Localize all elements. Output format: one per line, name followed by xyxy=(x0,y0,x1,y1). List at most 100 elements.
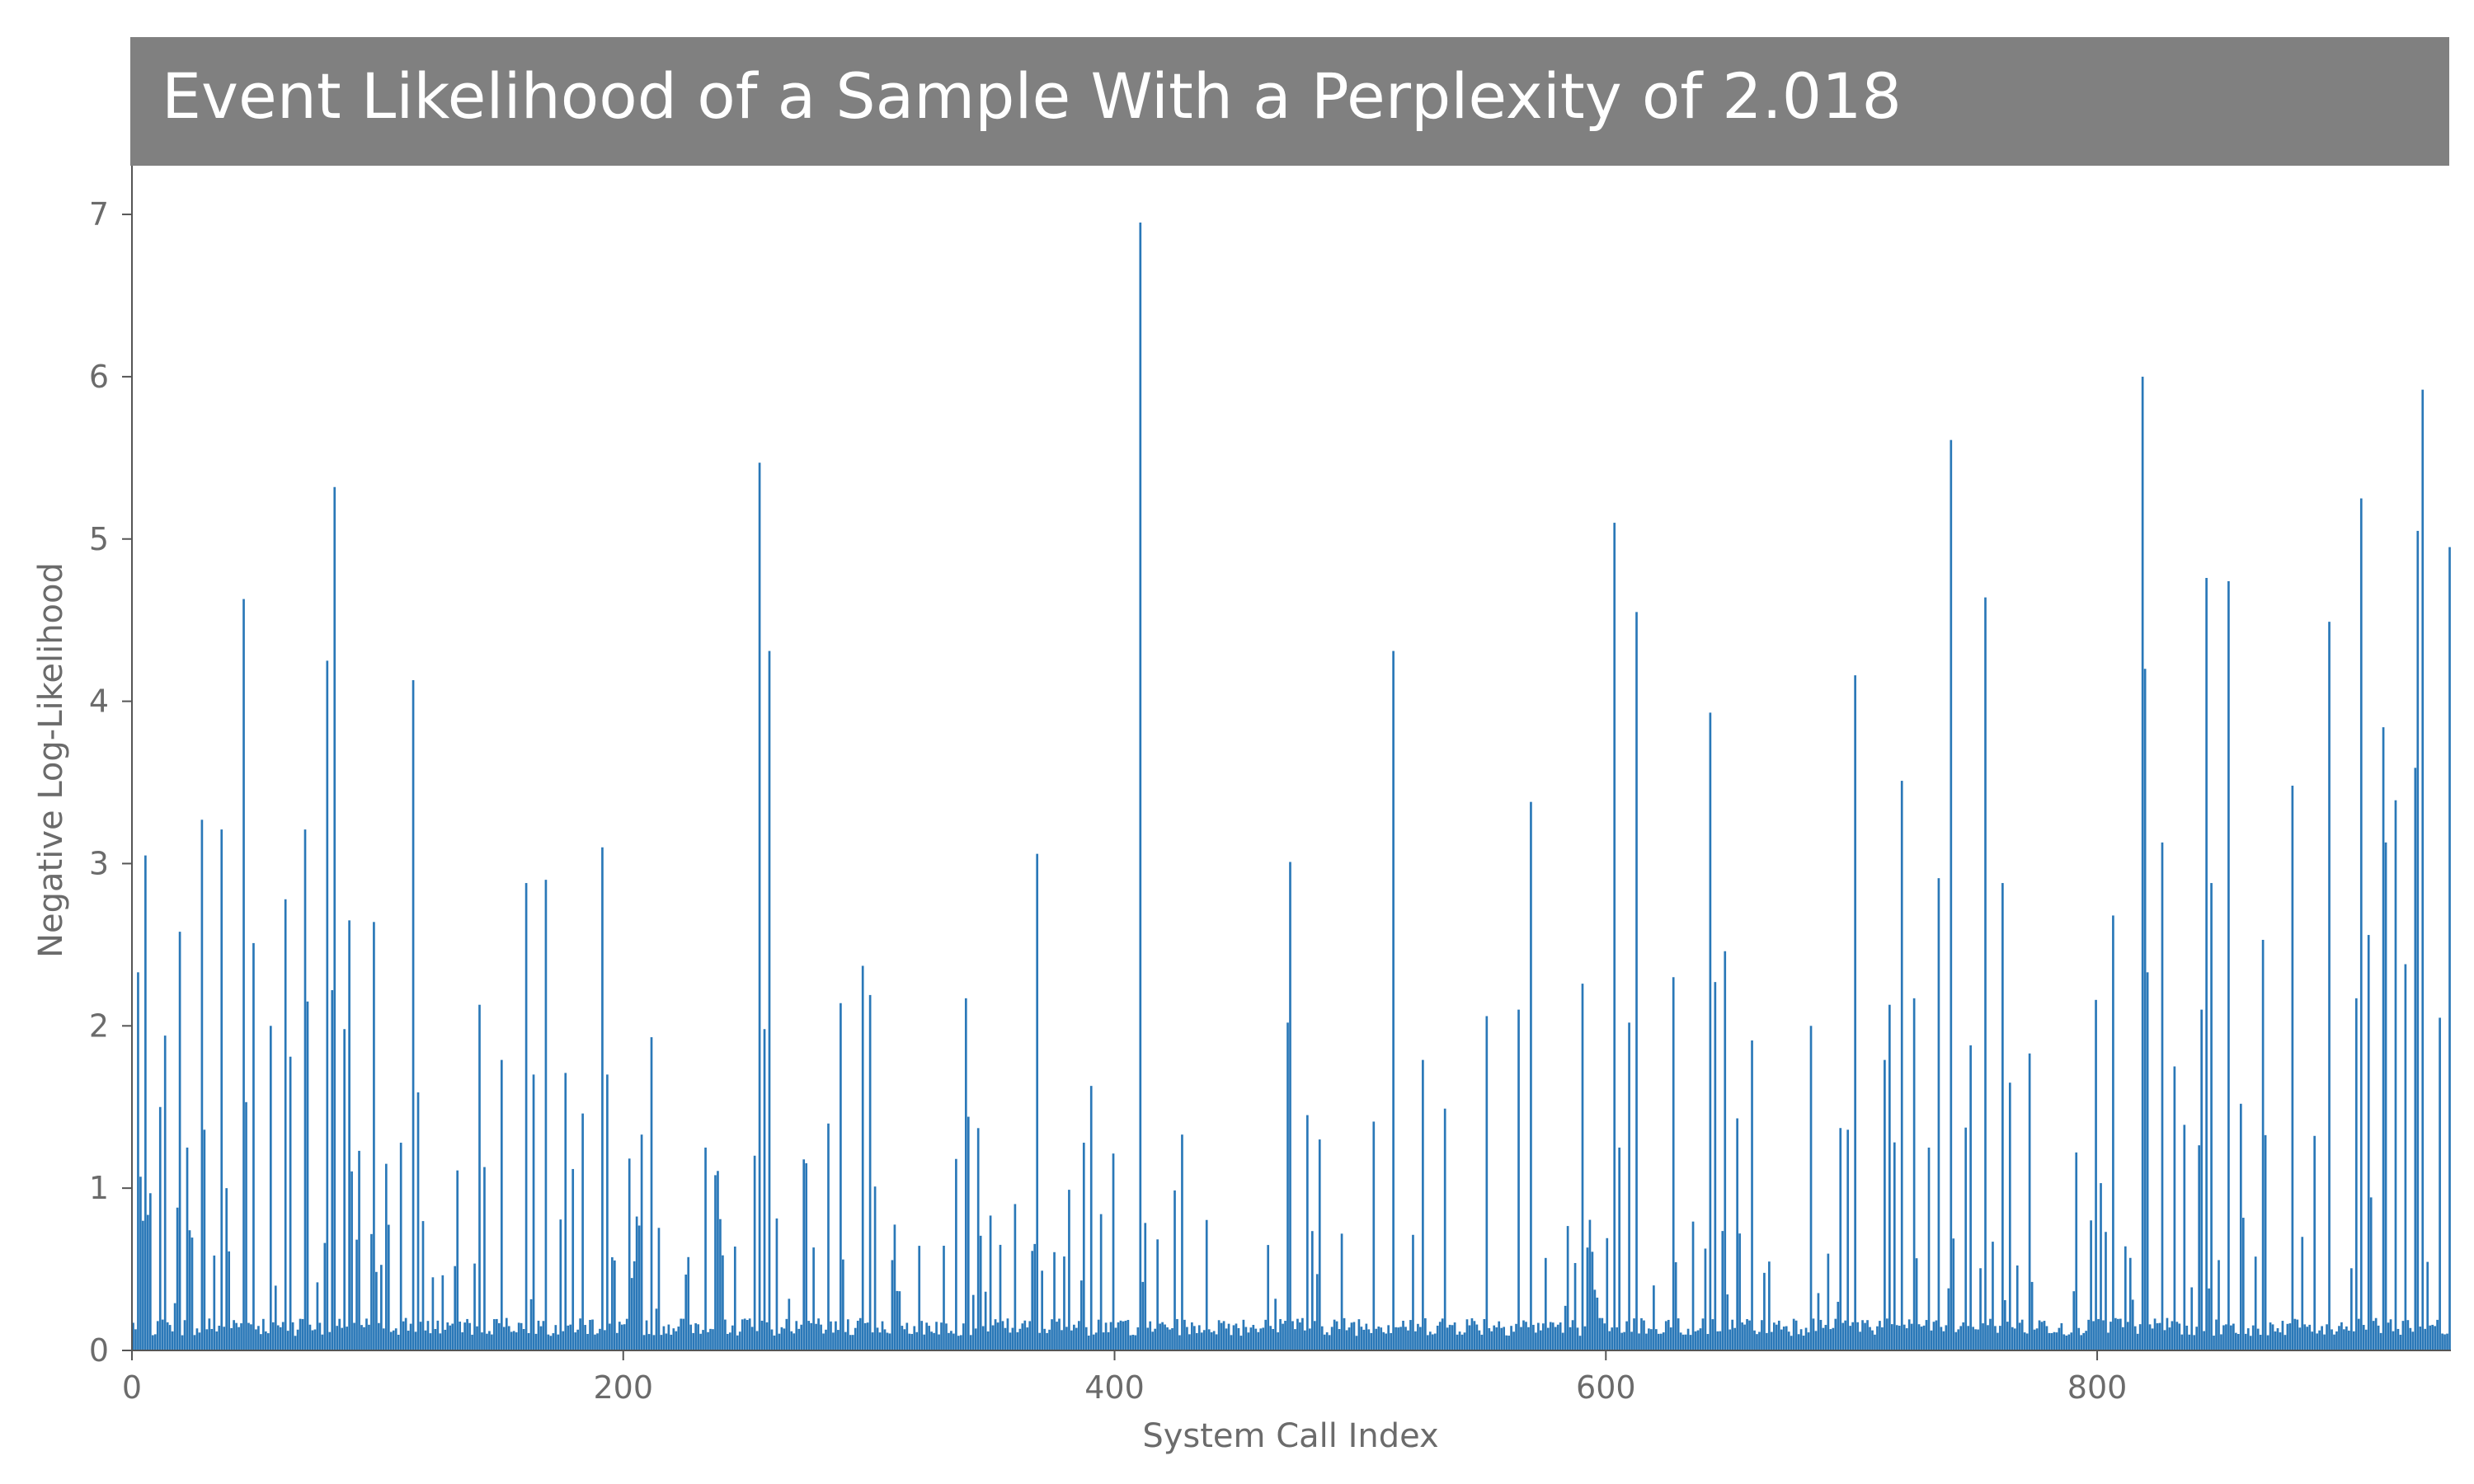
bar xyxy=(473,1263,476,1350)
bar xyxy=(969,1335,972,1350)
bar xyxy=(1061,1330,1063,1350)
bar xyxy=(1992,1242,1994,1350)
bar xyxy=(299,1318,302,1350)
bar xyxy=(1166,1327,1169,1350)
bar xyxy=(623,1324,626,1350)
bar xyxy=(1438,1322,1442,1350)
bar xyxy=(1694,1331,1697,1350)
bar xyxy=(252,942,255,1350)
bar xyxy=(1041,1270,1043,1350)
bar xyxy=(500,1059,503,1350)
bar xyxy=(1669,1327,1672,1350)
bar xyxy=(883,1329,887,1350)
bar xyxy=(296,1329,299,1350)
bar xyxy=(1733,1327,1737,1350)
x-tick-label: 600 xyxy=(1576,1369,1636,1406)
bar xyxy=(574,1332,577,1350)
bar xyxy=(1154,1328,1157,1350)
bar xyxy=(195,1328,199,1350)
bar xyxy=(1124,1320,1127,1350)
bar xyxy=(714,1175,717,1350)
bar xyxy=(2246,1328,2250,1350)
bar xyxy=(854,1327,857,1350)
bar xyxy=(2075,1152,2078,1350)
bar xyxy=(1493,1325,1496,1350)
bar xyxy=(2374,1317,2378,1350)
bar xyxy=(2335,1331,2338,1350)
bar xyxy=(2011,1327,2014,1350)
bar xyxy=(1822,1327,1825,1350)
bar xyxy=(2097,1318,2100,1350)
bar xyxy=(1900,781,1903,1350)
bar xyxy=(1925,1320,1928,1350)
bar xyxy=(1937,878,1940,1350)
bar xyxy=(780,1327,783,1350)
bar xyxy=(1957,1329,1960,1350)
bar xyxy=(2133,1326,2137,1350)
bar xyxy=(615,1332,618,1350)
bar xyxy=(1507,1336,1510,1350)
bar xyxy=(1119,1320,1122,1350)
bar xyxy=(2448,547,2451,1350)
bar xyxy=(775,1218,778,1350)
bar xyxy=(1620,1332,1623,1350)
bar xyxy=(1107,1331,1110,1350)
bar xyxy=(1716,1331,1719,1350)
bar xyxy=(1109,1322,1112,1350)
bar xyxy=(1294,1329,1296,1350)
bar xyxy=(1751,1040,1753,1350)
bar xyxy=(1338,1329,1341,1350)
bar xyxy=(1395,1327,1397,1350)
bar xyxy=(2235,1332,2237,1350)
bar xyxy=(1306,1115,1309,1350)
bar xyxy=(2085,1331,2087,1350)
bar xyxy=(2141,376,2144,1350)
bar xyxy=(1603,1323,1606,1350)
bar xyxy=(2030,1281,2034,1350)
bar xyxy=(1829,1329,1832,1350)
bar xyxy=(2379,1332,2382,1350)
bar xyxy=(2023,1332,2026,1350)
bar xyxy=(2208,1288,2210,1350)
bar xyxy=(2333,1334,2335,1350)
bar xyxy=(2040,1322,2044,1350)
bar xyxy=(1613,523,1616,1350)
bar xyxy=(539,1326,543,1350)
bar xyxy=(1473,1321,1476,1350)
bar xyxy=(2345,1326,2348,1350)
bar xyxy=(1387,1325,1390,1350)
bar xyxy=(1593,1289,1597,1350)
bar xyxy=(2372,1321,2375,1350)
bar xyxy=(1807,1332,1810,1350)
bar xyxy=(1390,1332,1392,1350)
bar xyxy=(1296,1318,1299,1350)
bar xyxy=(1323,1334,1326,1350)
bar xyxy=(1945,1325,1948,1350)
bar xyxy=(1947,1288,1950,1350)
bar xyxy=(579,1318,581,1350)
bar xyxy=(215,1331,219,1350)
bar xyxy=(1743,1324,1746,1350)
bar xyxy=(611,1256,614,1350)
bar xyxy=(1667,1319,1670,1350)
bar xyxy=(1817,1293,1820,1350)
bar xyxy=(1230,1335,1233,1350)
bar xyxy=(303,829,307,1350)
bar xyxy=(1205,1219,1208,1350)
bar xyxy=(694,1323,697,1350)
bar xyxy=(1530,801,1532,1350)
bar xyxy=(1628,1022,1630,1350)
bar xyxy=(2348,1330,2350,1350)
bar xyxy=(343,1029,346,1350)
bar xyxy=(1478,1330,1481,1350)
y-tick-label: 4 xyxy=(89,683,109,720)
bar xyxy=(984,1291,987,1350)
bar xyxy=(788,1298,791,1350)
bar xyxy=(132,1322,134,1350)
bar xyxy=(1837,1302,1840,1350)
bar xyxy=(1212,1331,1216,1350)
bar xyxy=(1799,1329,1803,1350)
bar xyxy=(2153,1318,2157,1350)
bar xyxy=(2232,1323,2235,1350)
y-tick-label: 3 xyxy=(89,845,109,881)
